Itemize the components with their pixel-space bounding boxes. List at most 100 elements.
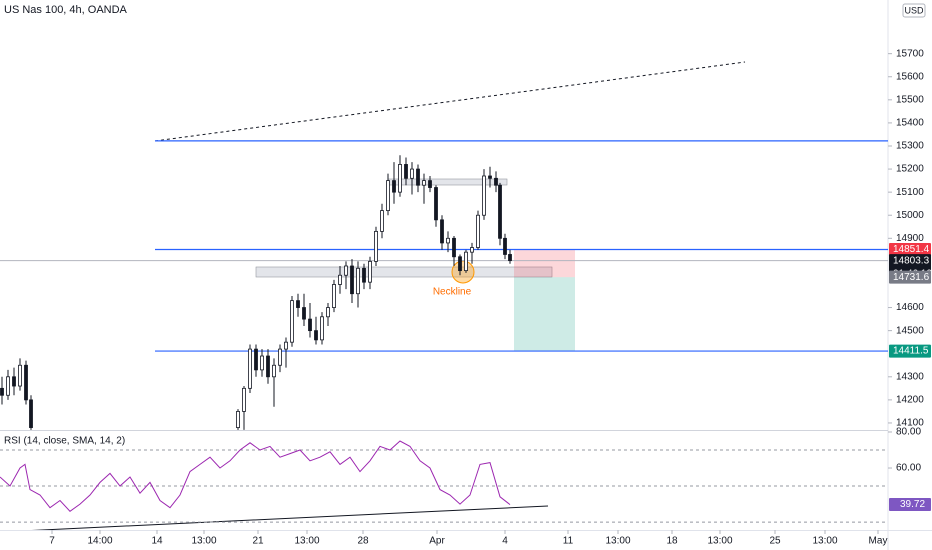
candle-body (12, 376, 16, 387)
candle-body (488, 175, 492, 179)
candle-body (470, 247, 474, 253)
candle-body (404, 164, 408, 179)
x-tick-label: 13:00 (294, 536, 319, 547)
rsi-trend-line (31, 505, 549, 530)
candle-body (356, 267, 360, 295)
candle-body (362, 267, 366, 283)
candle-body (308, 318, 312, 332)
candle-body (284, 341, 288, 350)
chart-title: US Nas 100, 4h, OANDA (4, 4, 128, 16)
candle-body (416, 168, 420, 186)
x-tick-label: 21 (252, 536, 264, 547)
x-tick-label: 28 (357, 536, 369, 547)
candle-body (24, 364, 28, 401)
level-label: 14731.6 (893, 272, 930, 283)
candle-body (440, 219, 444, 244)
y-tick-label: 14600 (896, 302, 924, 313)
level-label-box (889, 270, 931, 284)
candle-body (422, 180, 426, 186)
y-tick-label: 14100 (896, 418, 924, 429)
y-tick-label: 14900 (896, 233, 924, 244)
candle-body (320, 316, 324, 341)
candle-body (338, 274, 342, 285)
candle-body (410, 168, 414, 179)
level-label-box (889, 243, 931, 257)
currency-box (902, 3, 926, 18)
x-tick-label: 7 (49, 536, 55, 547)
annotation: Neckline (433, 287, 472, 298)
candle-body (386, 180, 390, 212)
level-label: 14411.5 (893, 346, 929, 357)
candle-body (452, 237, 456, 258)
candle-body (0, 387, 4, 396)
candle-body (290, 300, 294, 343)
rsi-title: RSI (14, close, SMA, 14, 2) (4, 436, 125, 447)
x-tick-label: Apr (429, 536, 445, 547)
x-tick-label: 25 (769, 536, 781, 547)
candle-body (29, 399, 33, 428)
candle-body (344, 265, 348, 276)
candle-body (314, 330, 318, 341)
rsi-last-box (889, 498, 931, 512)
price-pane (0, 140, 888, 430)
candle-body (266, 355, 270, 378)
candle-body (302, 307, 306, 320)
candle-body (260, 355, 264, 371)
candle-body (482, 175, 486, 216)
candle-body (272, 364, 276, 378)
candle-body (242, 387, 246, 412)
x-tick-label: 4 (502, 536, 508, 547)
y-tick-label: 15000 (896, 210, 924, 221)
x-tick-label: 18 (666, 536, 678, 547)
candle-body (296, 300, 300, 308)
level-label: 14803.3 (893, 255, 930, 266)
y-tick-label: 14200 (896, 395, 924, 406)
candle-body (508, 254, 512, 262)
candle-body (374, 230, 378, 262)
x-tick-label: 14:00 (87, 536, 112, 547)
level-label: 14851.4 (893, 244, 930, 255)
reward-zone (514, 277, 575, 352)
x-tick-label: May (869, 536, 888, 547)
rsi-y-tick-label: 80.00 (896, 427, 921, 438)
candle-body (498, 184, 502, 239)
candle-body (326, 307, 330, 318)
y-tick-label: 15200 (896, 164, 924, 175)
rsi-line (0, 440, 511, 512)
neckline-marker (451, 260, 475, 284)
risk-zone (514, 249, 575, 278)
candle-body (332, 284, 336, 308)
candle-body (434, 187, 438, 221)
candle-body (278, 348, 282, 366)
y-tick-label: 15300 (896, 141, 924, 152)
y-tick-label: 15400 (896, 118, 924, 129)
x-tick-label: 14 (151, 536, 163, 547)
rsi-y-tick-label: 60.00 (896, 463, 921, 474)
candle-body (350, 265, 354, 295)
candle-body (6, 376, 10, 396)
x-tick-label: 13:00 (812, 536, 837, 547)
y-tick-label: 14300 (896, 371, 924, 382)
candle-body (248, 348, 252, 389)
candle-body (494, 177, 498, 186)
candle-body (476, 214, 480, 248)
y-tick-label: 15100 (896, 187, 924, 198)
y-tick-label: 15500 (896, 94, 924, 105)
candle-body (458, 256, 462, 272)
candle-body (398, 164, 402, 193)
candle-body (236, 411, 240, 428)
y-tick-label: 15600 (896, 71, 924, 82)
x-tick-label: 11 (563, 536, 574, 547)
y-tick-label: 14500 (896, 325, 924, 336)
candle-body (392, 180, 396, 193)
x-tick-label: 13:00 (707, 536, 732, 547)
candle-body (368, 260, 372, 283)
x-tick-label: 13:00 (191, 536, 216, 547)
candle-body (254, 348, 258, 371)
axes: 14100 14200 14300 14500 14600 14900 15000 15100… (49, 48, 932, 546)
x-tick-label: 13:00 (605, 536, 630, 547)
rsi-pane (0, 440, 888, 530)
candle-body (464, 251, 468, 272)
candle-body (446, 237, 450, 244)
